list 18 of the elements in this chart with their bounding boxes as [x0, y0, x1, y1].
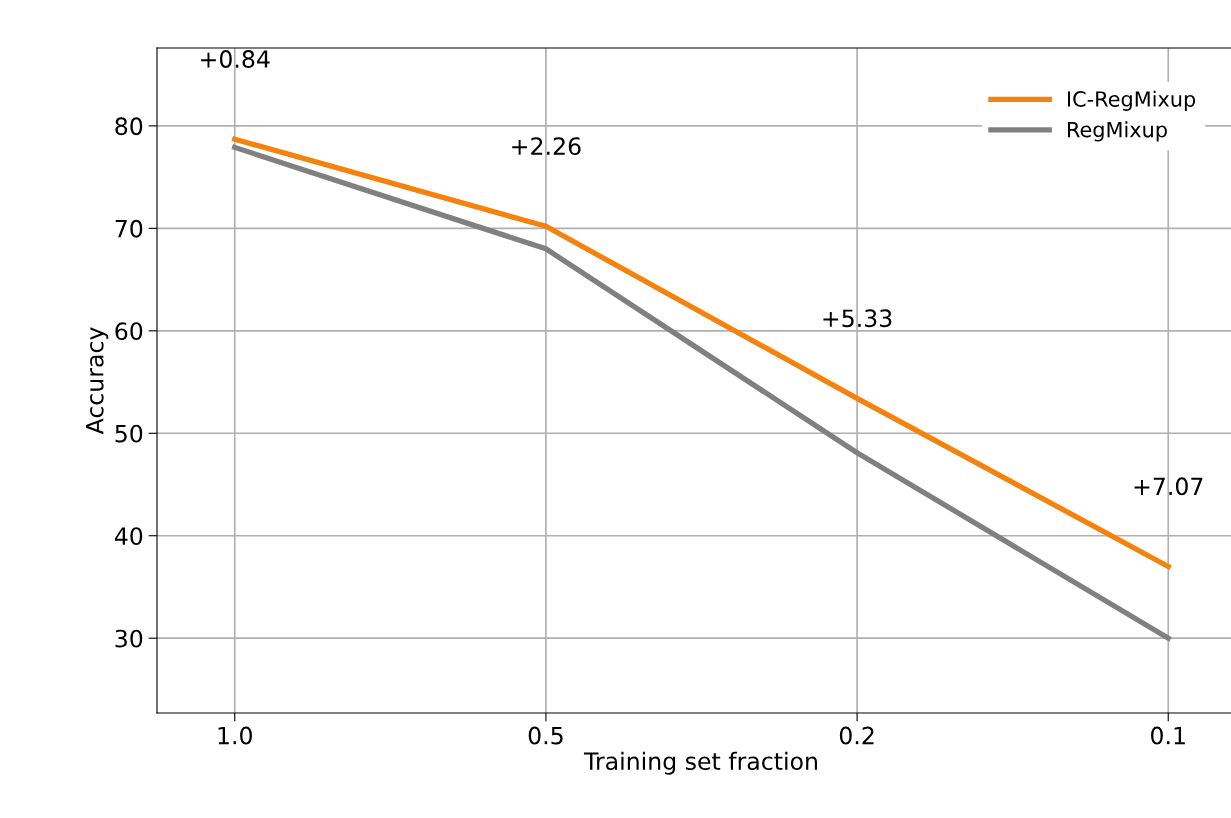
- x-tick-label: 0.1: [1151, 726, 1185, 745]
- annotation: +7.07: [1134, 477, 1203, 496]
- legend-label: RegMixup: [1067, 121, 1167, 142]
- x-axis-title: Training set fraction: [583, 751, 817, 775]
- annotation: +5.33: [823, 309, 892, 328]
- y-tick-label: 30: [115, 629, 143, 648]
- x-tick-label: 0.2: [839, 726, 874, 745]
- legend-label: IC-RegMixup: [1067, 90, 1196, 111]
- y-tick-label: 40: [114, 527, 143, 546]
- y-axis-title: Accuracy: [86, 327, 109, 435]
- x-tick-label: 1.0: [218, 726, 252, 745]
- annotation: +2.26: [512, 137, 581, 156]
- x-tick-label: 0.5: [528, 726, 563, 745]
- y-tick-label: 70: [115, 219, 143, 238]
- annotation: +0.84: [201, 50, 270, 68]
- y-tick-label: 80: [115, 117, 143, 136]
- y-tick-label: 50: [115, 424, 143, 443]
- y-tick-label: 60: [115, 322, 143, 341]
